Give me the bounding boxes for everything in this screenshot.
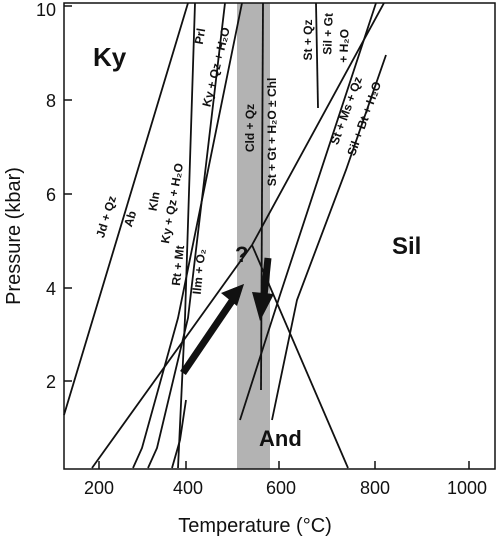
reaction-label-jd-qz: Jd + Qz [93, 194, 119, 239]
field-label-and: And [259, 426, 302, 451]
y-tick-label: 10 [36, 0, 56, 20]
reaction-label-ky-qz-h2o-low: Ky + Qz + H₂O [158, 162, 186, 245]
reaction-label-sil-gt: Sil + Gt [320, 13, 335, 55]
y-tick-label: 4 [46, 279, 56, 299]
reaction-label-st-qz: St + Qz [301, 19, 315, 60]
retrograde-arrow-head [252, 292, 274, 321]
x-tick-label: 400 [173, 478, 203, 498]
reaction-label-prl: Prl [192, 27, 209, 45]
prograde-arrow-tip [221, 284, 244, 306]
reaction-label-ilm-o2: Ilm + O₂ [190, 248, 209, 295]
x-tick-label: 800 [360, 478, 390, 498]
curve-rt-mt [177, 2, 196, 469]
x-axis-title: Temperature (°C) [178, 515, 332, 537]
question-mark: ? [235, 242, 248, 267]
curve-sil-bt-h2o [271, 54, 387, 421]
curve-ky-sil [251, 2, 385, 246]
curve-kln [132, 2, 243, 469]
curve-jd-qz-ab [63, 2, 189, 416]
field-label-ky: Ky [93, 42, 127, 72]
curve-ky-and [91, 244, 253, 469]
reaction-label-st-gt-h2o-chl: St + Gt + H₂O ± Chl [265, 78, 279, 187]
x-axis-ticks [98, 461, 470, 469]
curve-st-qz [315, 2, 319, 109]
x-tick-label: 600 [266, 478, 296, 498]
reaction-label-kln: Kln [145, 191, 162, 212]
x-tick-labels: 200 400 600 800 1000 [84, 478, 487, 498]
reaction-label-ab: Ab [121, 209, 139, 228]
y-tick-labels: 2 4 6 8 10 [36, 0, 56, 392]
x-tick-label: 1000 [447, 478, 487, 498]
y-axis-title: Pressure (kbar) [3, 167, 25, 305]
curve-prl [147, 2, 226, 469]
curve-cld-qz [260, 2, 264, 391]
y-axis-ticks [64, 5, 72, 382]
y-tick-label: 6 [46, 185, 56, 205]
prograde-arrow-shaft [180, 296, 237, 375]
curve-st-ms-qz [239, 2, 377, 421]
field-label-sil: Sil [392, 233, 421, 260]
shaded-band [237, 3, 270, 469]
y-tick-label: 2 [46, 372, 56, 392]
y-tick-label: 8 [46, 91, 56, 111]
reaction-label-cld-qz: Cld + Qz [243, 104, 257, 152]
reaction-curves [63, 2, 387, 469]
plot-frame [63, 2, 496, 470]
retrograde-arrow-shaft [260, 257, 272, 297]
x-tick-label: 200 [84, 478, 114, 498]
reaction-label-h2o: + H₂O [336, 29, 351, 63]
pt-path-arrows [180, 257, 274, 375]
reaction-label-rt-mt: Rt + Mt [169, 245, 187, 287]
curve-ilm [171, 399, 187, 469]
